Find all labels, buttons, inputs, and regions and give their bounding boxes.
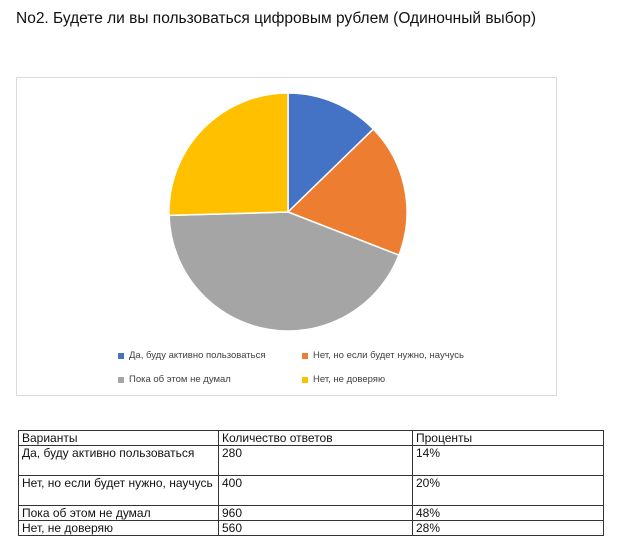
slice-no-trust: [168, 92, 289, 217]
cell-percent: 48%: [412, 505, 604, 521]
cell-count: 560: [218, 520, 413, 536]
table-row: Нет, не доверяю 560 28%: [18, 520, 604, 536]
slice-not-thought: [168, 211, 400, 332]
results-table: Варианты Количество ответов Проценты Да,…: [18, 430, 604, 536]
cell-variant: Да, буду активно пользоваться: [18, 445, 219, 476]
page-title: No2. Будете ли вы пользоваться цифровым …: [16, 10, 536, 27]
header-percent: Проценты: [412, 430, 604, 446]
cell-count: 960: [218, 505, 413, 521]
slice-no-will-learn: [286, 127, 408, 257]
cell-variant: Пока об этом не думал: [18, 505, 219, 521]
chart-frame: Да, буду активно пользоваться Нет, но ес…: [16, 77, 557, 396]
table-row: Пока об этом не думал 960 48%: [18, 505, 604, 521]
header-count: Количество ответов: [218, 430, 413, 446]
cell-variant: Нет, не доверяю: [18, 520, 219, 536]
cell-count: 400: [218, 475, 413, 506]
cell-percent: 28%: [412, 520, 604, 536]
table-row: Да, буду активно пользоваться 280 14%: [18, 445, 604, 476]
header-variants: Варианты: [18, 430, 219, 446]
cell-variant: Нет, но если будет нужно, научусь: [18, 475, 219, 506]
slice-yes-active: [287, 92, 375, 214]
table-row: Нет, но если будет нужно, научусь 400 20…: [18, 475, 604, 506]
cell-percent: 20%: [412, 475, 604, 506]
table-header-row: Варианты Количество ответов Проценты: [18, 430, 604, 446]
cell-count: 280: [218, 445, 413, 476]
cell-percent: 14%: [412, 445, 604, 476]
pie-chart: [168, 92, 408, 332]
